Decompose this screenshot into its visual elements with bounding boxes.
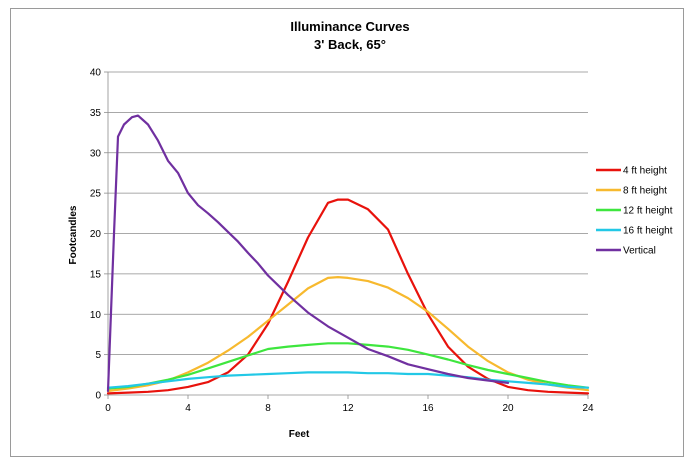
gridlines: [108, 71, 588, 356]
y-tick-label: 35: [90, 108, 102, 119]
x-tick-label: 8: [265, 403, 271, 414]
y-tick-labels: 0 5 10 15 20 25 30 35 40: [90, 68, 102, 402]
series-line-4-ft-height: [106, 198, 590, 395]
y-tick-label: 30: [90, 148, 102, 159]
y-tick-label: 0: [95, 391, 101, 402]
x-tick-labels: 0 4 8 12 16 20 24: [105, 403, 594, 414]
x-axis-label: Feet: [289, 429, 310, 440]
legend-label: 8 ft height: [623, 186, 667, 197]
x-tick-label: 4: [185, 403, 191, 414]
y-tick-label: 20: [90, 229, 102, 240]
legend: 4 ft height 8 ft height 12 ft height 16 ft …: [596, 166, 673, 257]
axes: [104, 71, 589, 399]
legend-label: 4 ft height: [623, 166, 667, 177]
x-tick-label: 0: [105, 403, 111, 414]
chart-title: Illuminance Curves: [290, 19, 409, 34]
series-line-16-ft-height: [106, 371, 590, 389]
chart: Illuminance Curves 3' Back, 65° 0 5 10 15 20…: [68, 19, 673, 440]
x-tick-label: 16: [422, 403, 434, 414]
legend-label: Vertical: [623, 246, 656, 257]
y-tick-label: 25: [90, 189, 102, 200]
legend-label: 16 ft height: [623, 226, 673, 237]
y-axis-label: Footcandles: [68, 205, 79, 264]
x-tick-label: 24: [582, 403, 594, 414]
y-tick-label: 15: [90, 269, 102, 280]
x-tick-label: 12: [342, 403, 354, 414]
y-tick-label: 10: [90, 310, 102, 321]
y-tick-label: 5: [95, 350, 101, 361]
series-line-vertical: [106, 114, 510, 393]
series-line-8-ft-height: [106, 276, 590, 393]
chart-frame: Illuminance Curves 3' Back, 65° 0 5 10 15 20…: [10, 8, 684, 457]
series-lines: [106, 114, 590, 395]
chart-subtitle: 3' Back, 65°: [314, 37, 386, 52]
legend-label: 12 ft height: [623, 206, 673, 217]
y-tick-label: 40: [90, 68, 102, 79]
series-line-12-ft-height: [106, 342, 590, 390]
x-tick-label: 20: [502, 403, 514, 414]
